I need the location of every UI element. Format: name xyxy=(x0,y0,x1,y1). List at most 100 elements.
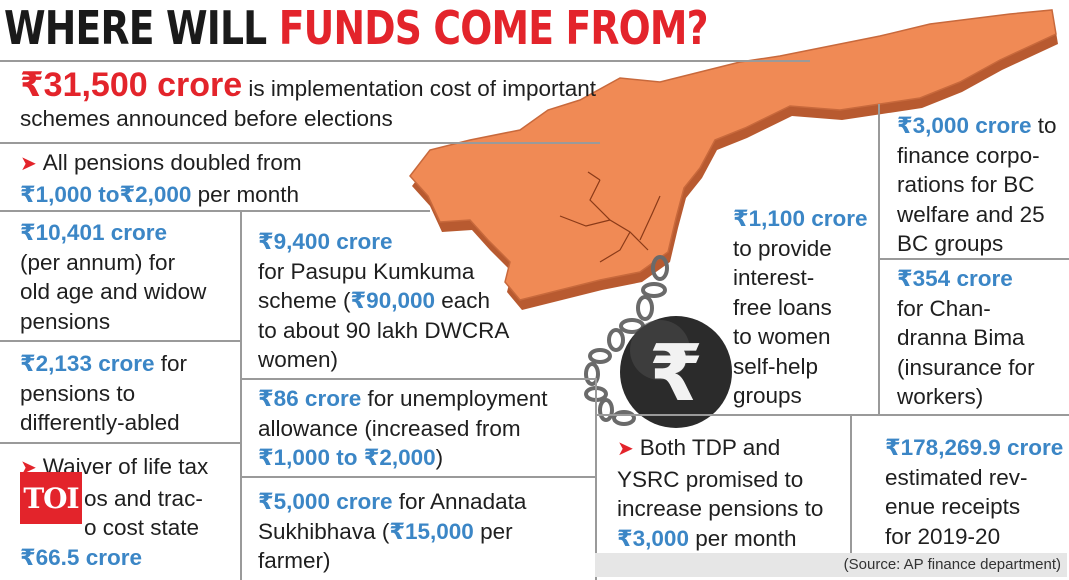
divider xyxy=(850,414,852,553)
differently-abled-t1: for xyxy=(154,351,188,376)
old-age-amount: ₹10,401 crore xyxy=(20,220,168,245)
divider xyxy=(240,476,595,478)
bc-line: finance corpo- xyxy=(897,142,1040,168)
map-cracks xyxy=(559,171,661,263)
arrow-icon: ➤ xyxy=(20,153,37,175)
annadata-amount2: ₹15,000 xyxy=(389,518,474,544)
bc-line: rations for BC xyxy=(897,172,1035,197)
intro-text1: is implementation cost of important xyxy=(242,76,597,101)
divider xyxy=(0,442,240,444)
unemployment-block: ₹86 crore for unemployment allowance (in… xyxy=(258,384,593,473)
bima-amount: ₹354 crore xyxy=(897,266,1013,291)
tdp-line4b: per month xyxy=(688,525,797,551)
tdp-line2: YSRC promised to xyxy=(617,466,804,492)
old-age-line: (per annum) for xyxy=(20,249,176,275)
divider xyxy=(0,340,240,342)
bima-block: ₹354 crore for Chan- dranna Bima (insura… xyxy=(897,264,1067,412)
bc-line: BC groups xyxy=(897,231,1004,256)
tdp-line3: increase pensions to xyxy=(617,496,824,521)
divider xyxy=(0,60,810,62)
loans-line: interest- xyxy=(733,265,815,290)
intro-block: ₹31,500 crore is implementation cost of … xyxy=(20,68,640,134)
tdp-line1: Both TDP and xyxy=(639,435,781,460)
unemployment-line3b: ) xyxy=(435,445,444,470)
pasupu-line2b: each xyxy=(435,288,491,313)
loans-line: to provide xyxy=(733,235,832,261)
pasupu-block: ₹9,400 crore for Pasupu Kumkuma scheme (… xyxy=(258,227,588,375)
life-tax-line3: o cost state xyxy=(84,515,200,540)
page-title: WHERE WILL FUNDS COME FROM? xyxy=(4,0,708,58)
old-age-line: old age and widow xyxy=(20,279,207,304)
annadata-line2a: Sukhibhava ( xyxy=(258,518,390,544)
differently-abled-amount: ₹2,133 crore xyxy=(20,351,155,376)
unemployment-amount: ₹86 crore xyxy=(258,386,362,411)
source-note: (Source: AP finance department) xyxy=(595,553,1067,577)
chain xyxy=(584,255,669,426)
loans-line: free loans xyxy=(733,294,832,320)
divider xyxy=(0,142,600,144)
bc-amount: ₹3,000 crore xyxy=(897,113,1032,138)
map-shape xyxy=(409,9,1057,301)
pasupu-amount2: ₹90,000 xyxy=(350,288,436,313)
divider xyxy=(595,414,1069,416)
loans-line: groups xyxy=(733,383,802,408)
life-tax-line2: os and trac- xyxy=(84,485,203,511)
pensions-doubled-amount: ₹1,000 to₹2,000 xyxy=(20,181,192,207)
annadata-line3: farmer) xyxy=(258,548,331,573)
loans-amount: ₹1,100 crore xyxy=(733,206,868,231)
unemployment-line2: allowance (increased from xyxy=(258,415,521,441)
tdp-amount: ₹3,000 xyxy=(617,525,689,551)
toi-logo: TOI xyxy=(20,472,82,524)
pensions-doubled-text2: per month xyxy=(191,181,299,207)
bima-line: for Chan- xyxy=(897,295,991,321)
differently-abled-line: differently-abled xyxy=(20,410,180,435)
pasupu-amount: ₹9,400 crore xyxy=(258,229,393,254)
annadata-line2b: per xyxy=(473,518,513,544)
annadata-block: ₹5,000 crore for Annadata Sukhibhava (₹1… xyxy=(258,487,593,576)
bc-line: welfare and 25 xyxy=(897,201,1045,227)
pensions-doubled-text1: All pensions doubled from xyxy=(42,150,302,175)
rupee-icon: ₹ xyxy=(649,329,703,419)
intro-text2: schemes announced before elections xyxy=(20,106,393,131)
title-part2: FUNDS COME FROM? xyxy=(278,1,709,55)
life-tax-block: ➤ Waiver of life tax os and trac- o cost … xyxy=(20,452,235,572)
divider xyxy=(240,210,242,580)
revenue-amount: ₹178,269.9 crore xyxy=(885,435,1064,460)
annadata-amount: ₹5,000 crore xyxy=(258,489,393,514)
tdp-block: ➤ Both TDP and YSRC promised to increase … xyxy=(617,433,849,553)
pasupu-line2a: scheme ( xyxy=(258,288,351,313)
bima-line: workers) xyxy=(897,384,984,409)
loans-block: ₹1,100 crore to provide interest- free l… xyxy=(733,204,873,411)
revenue-line: estimated rev- xyxy=(885,464,1028,490)
divider xyxy=(0,210,430,212)
arrow-icon: ➤ xyxy=(617,438,634,460)
bima-line: dranna Bima xyxy=(897,325,1025,350)
unemployment-amount2: ₹1,000 to ₹2,000 xyxy=(258,445,436,470)
title-part1: WHERE WILL xyxy=(4,1,279,55)
pensions-doubled-block: ➤ All pensions doubled from ₹1,000 to₹2,0… xyxy=(20,148,440,209)
bc-t1: to xyxy=(1031,113,1057,138)
differently-abled-line: pensions to xyxy=(20,380,136,406)
loans-line: self-help xyxy=(733,353,819,379)
revenue-line: for 2019-20 xyxy=(885,523,1001,549)
unemployment-t1: for unemployment xyxy=(361,386,548,411)
rupee-ball-highlight xyxy=(630,320,690,380)
pasupu-line3: to about 90 lakh DWCRA xyxy=(258,317,510,343)
loans-line: to women xyxy=(733,324,831,349)
bc-block: ₹3,000 crore to finance corpo- rations f… xyxy=(897,111,1067,259)
pasupu-line4: women) xyxy=(258,347,339,372)
divider xyxy=(878,258,1069,260)
revenue-line: enue receipts xyxy=(885,494,1021,519)
annadata-t1: for Annadata xyxy=(392,489,527,514)
divider xyxy=(595,378,597,580)
pasupu-line1: for Pasupu Kumkuma xyxy=(258,258,475,284)
old-age-block: ₹10,401 crore (per annum) for old age an… xyxy=(20,218,235,336)
divider xyxy=(240,378,595,380)
life-tax-amount: ₹66.5 crore xyxy=(20,544,142,570)
bima-line: (insurance for xyxy=(897,354,1035,380)
differently-abled-block: ₹2,133 crore for pensions to differently… xyxy=(20,349,235,438)
revenue-block: ₹178,269.9 crore estimated rev- enue rec… xyxy=(885,433,1067,551)
old-age-line: pensions xyxy=(20,308,111,334)
intro-amount: ₹31,500 crore xyxy=(20,66,243,104)
